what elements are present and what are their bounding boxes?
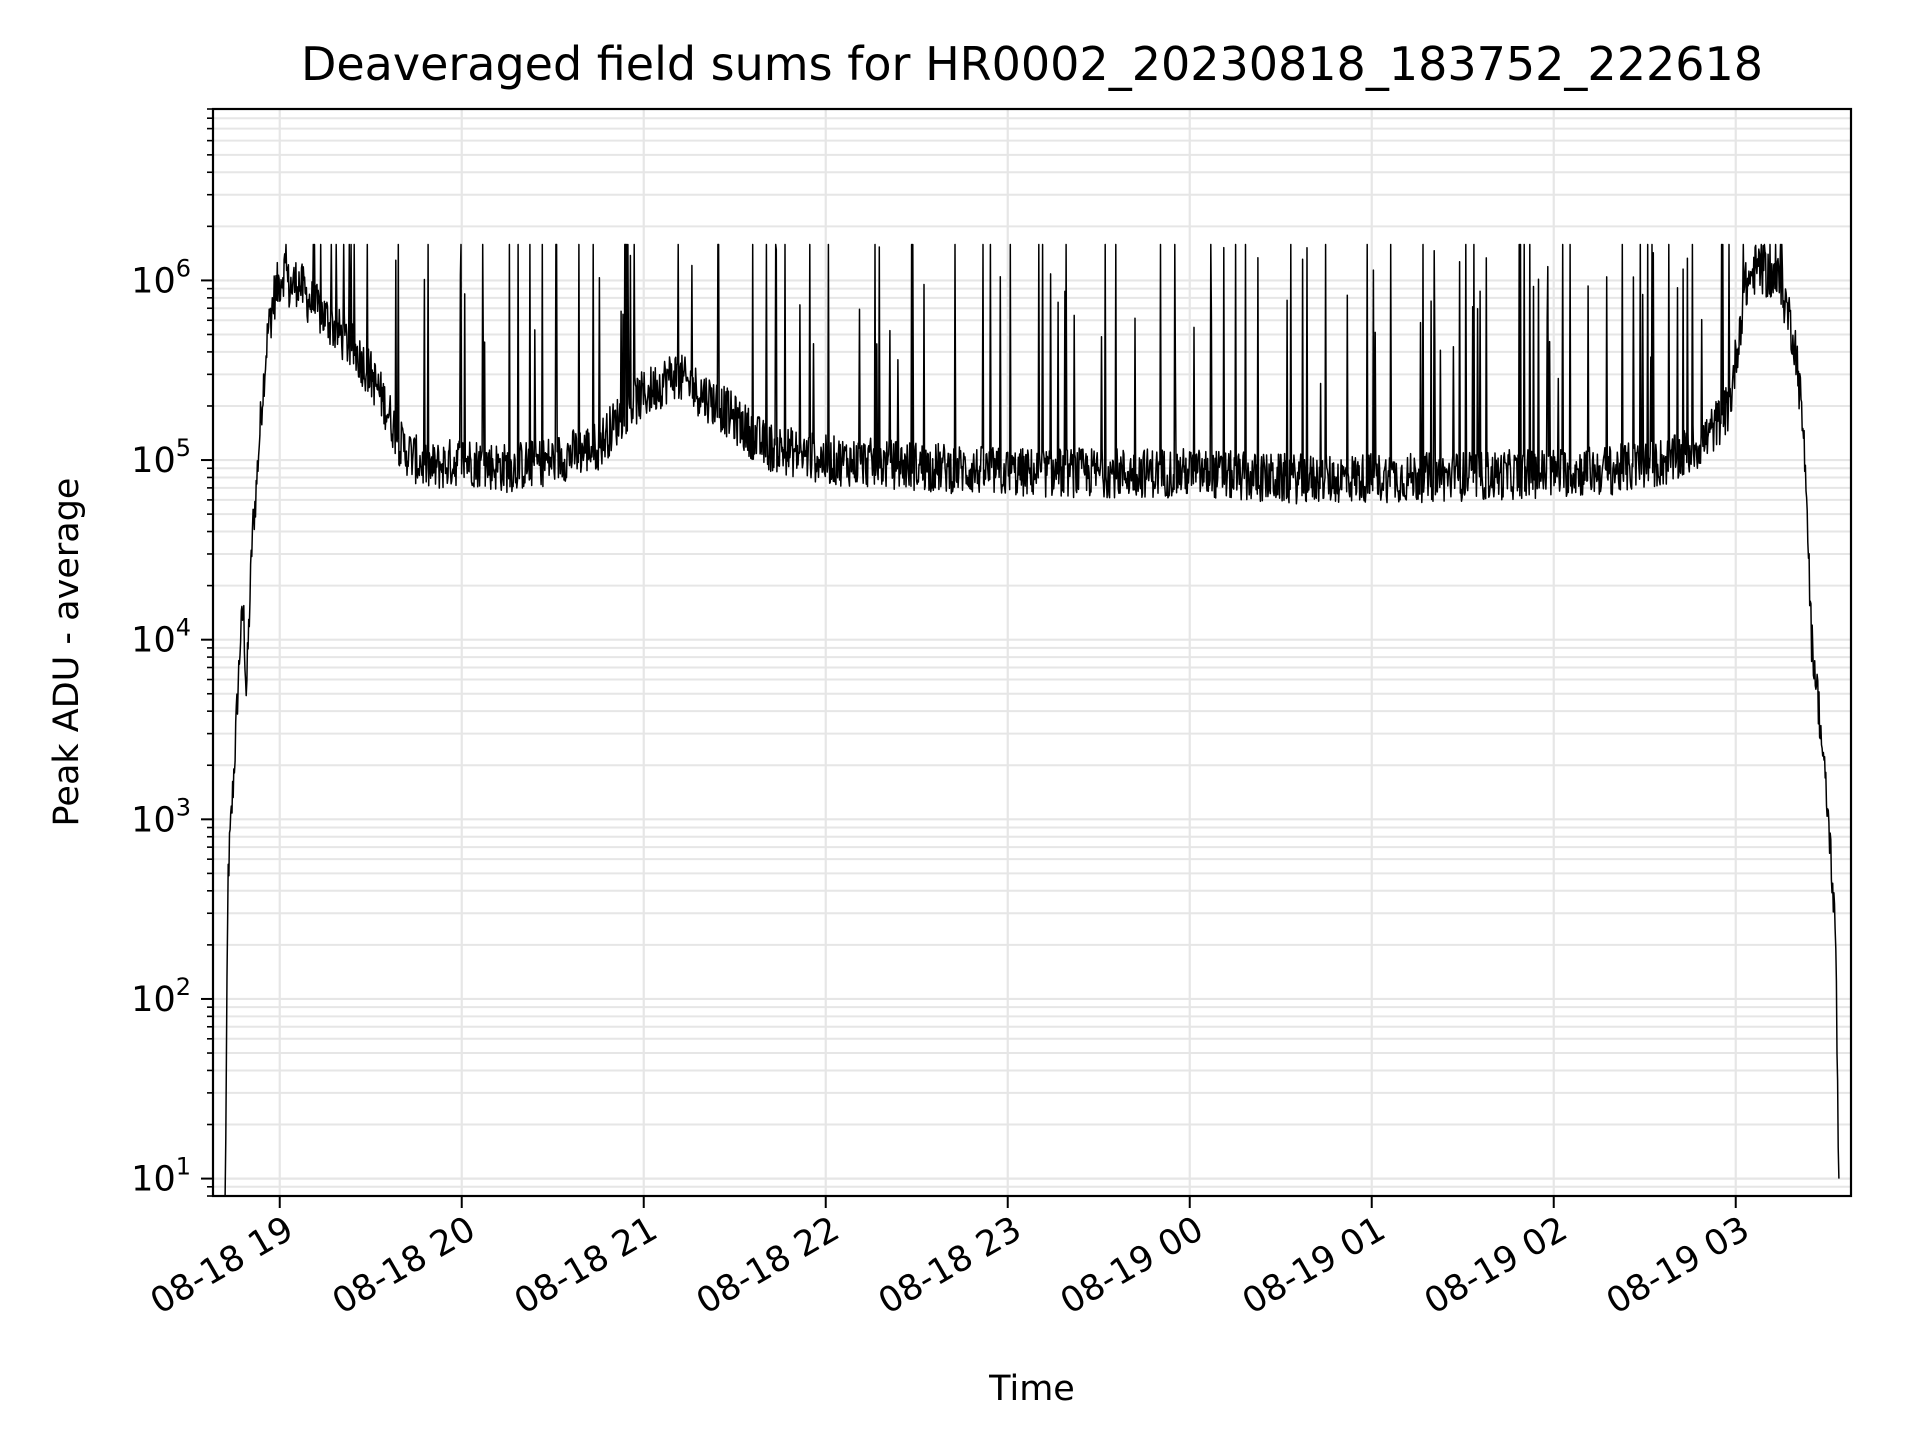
y-tick-label: 104 [131, 614, 191, 661]
plot-area-frame [211, 107, 1853, 1198]
y-tick-label: 106 [131, 254, 191, 301]
y-tick-label: 102 [131, 973, 191, 1020]
y-tick-label: 103 [131, 793, 191, 840]
y-axis-label: Peak ADU - average [47, 478, 87, 827]
chart-title: Deaveraged field sums for HR0002_2023081… [301, 37, 1763, 91]
series-line [224, 243, 1840, 1197]
y-axis: 101 102 103 104 105 106 [131, 108, 213, 1200]
x-axis-label: Time [988, 1369, 1075, 1409]
y-tick-label: 101 [131, 1153, 191, 1200]
y-tick-label: 105 [131, 434, 191, 481]
series [224, 243, 1840, 1197]
